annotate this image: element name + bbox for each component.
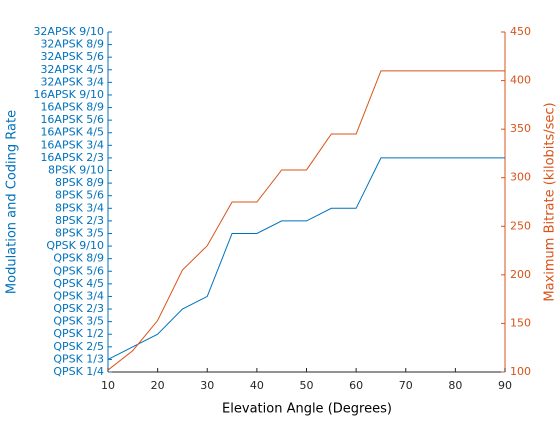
x-tick-label: 90 xyxy=(498,379,512,392)
y-tick-label: QPSK 2/3 xyxy=(53,302,104,315)
y2-tick-label: 350 xyxy=(510,122,531,135)
y-tick-label: 16APSK 9/10 xyxy=(33,88,104,101)
y-axis-label: Modulation and Coding Rate xyxy=(5,110,20,294)
line-series xyxy=(107,70,505,371)
y-tick-label: 16APSK 4/5 xyxy=(40,126,104,139)
y2-axis-label: Maximum Bitrate (kilobits/sec) xyxy=(543,102,558,301)
x-tick-label: 10 xyxy=(101,379,115,392)
y-tick-label: QPSK 1/3 xyxy=(53,352,104,365)
y-tick-label: 32APSK 4/5 xyxy=(40,63,104,76)
y-tick-label: QPSK 1/2 xyxy=(53,327,104,340)
x-axis-label: Elevation Angle (Degrees) xyxy=(222,402,392,417)
x-tick-label: 20 xyxy=(151,379,165,392)
x-tick-label: 40 xyxy=(250,379,264,392)
y2-tick-label: 250 xyxy=(510,219,531,232)
y-tick-label: 8PSK 5/6 xyxy=(55,189,104,202)
y-tick-label: QPSK 1/4 xyxy=(53,365,104,378)
y-tick-label: 32APSK 8/9 xyxy=(40,38,104,51)
y-tick-label: 32APSK 9/10 xyxy=(33,25,104,38)
y-tick-label: QPSK 9/10 xyxy=(46,239,104,252)
y2-tick-label: 150 xyxy=(510,316,531,329)
y2-tick-label: 100 xyxy=(510,365,531,378)
y-tick-label: 8PSK 9/10 xyxy=(48,164,104,177)
y2-tick-label: 300 xyxy=(510,171,531,184)
y-tick-label: QPSK 8/9 xyxy=(53,252,104,265)
x-tick-label: 30 xyxy=(200,379,214,392)
x-tick-label: 80 xyxy=(448,379,462,392)
y2-tick-label: 450 xyxy=(510,25,531,38)
y-tick-label: 8PSK 3/4 xyxy=(55,201,104,214)
y-tick-label: 32APSK 3/4 xyxy=(40,75,104,88)
y2-tick-label: 400 xyxy=(510,74,531,87)
x-tick-label: 70 xyxy=(399,379,413,392)
y-tick-label: 8PSK 8/9 xyxy=(55,176,104,189)
y-tick-label: 16APSK 8/9 xyxy=(40,101,104,114)
y-tick-label: 16APSK 5/6 xyxy=(40,113,104,126)
y-tick-label: 32APSK 5/6 xyxy=(40,50,104,63)
y-tick-label: 8PSK 2/3 xyxy=(55,214,104,227)
y2-tick-label: 200 xyxy=(510,268,531,281)
y-tick-label: 16APSK 2/3 xyxy=(40,151,104,164)
line-series xyxy=(107,157,505,360)
y-tick-label: QPSK 3/5 xyxy=(53,315,104,328)
x-tick-label: 50 xyxy=(300,379,314,392)
y-tick-label: 8PSK 3/5 xyxy=(55,226,104,239)
y-tick-label: 16APSK 3/4 xyxy=(40,138,104,151)
y-tick-label: QPSK 5/6 xyxy=(53,264,104,277)
y-tick-label: QPSK 4/5 xyxy=(53,277,104,290)
y-tick-label: QPSK 3/4 xyxy=(53,289,104,302)
x-tick-label: 60 xyxy=(349,379,363,392)
y-tick-label: QPSK 2/5 xyxy=(53,340,104,353)
